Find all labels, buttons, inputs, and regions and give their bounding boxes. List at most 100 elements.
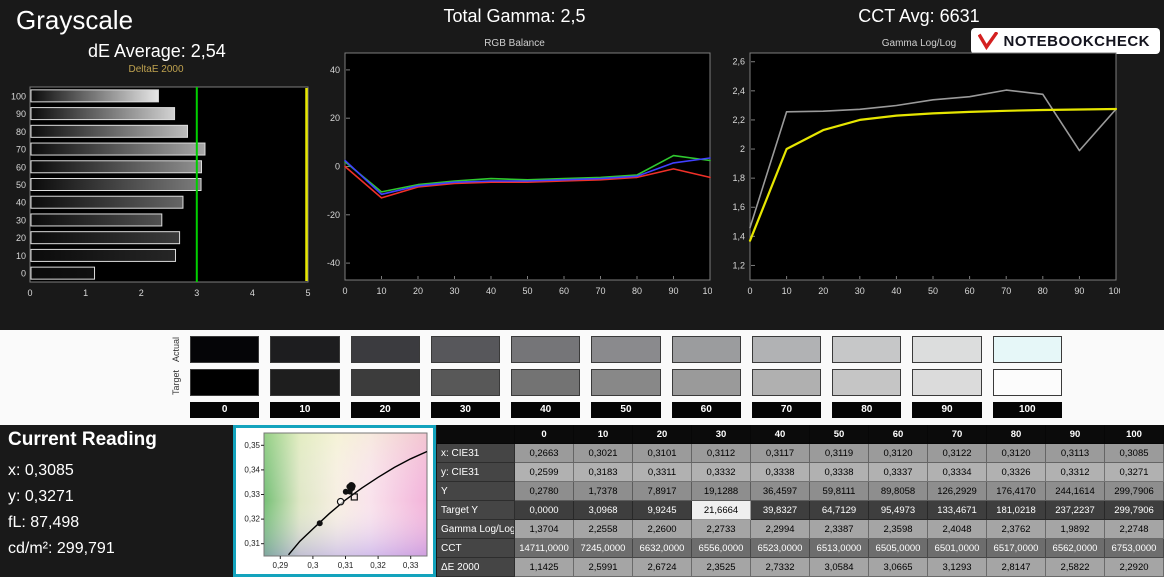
swatch-column-label: 50 — [591, 402, 661, 418]
table-row-label: ΔE 2000 — [437, 558, 515, 577]
table-cell: 0,3338 — [810, 463, 869, 482]
table-cell: 64,7129 — [810, 501, 869, 520]
selected-cell[interactable]: 21,6664 — [692, 501, 751, 520]
actual-swatch — [671, 336, 741, 363]
table-cell: 6501,0000 — [928, 539, 987, 558]
table-cell: 2,2748 — [1105, 520, 1164, 539]
table-row: x: CIE31 0,2663 0,3021 0,3101 0,3112 0,3117 0,… — [437, 444, 1164, 463]
gamma-chart-svg: 2,6 2,4 2,2 2 1,8 1,6 1,4 1,2 0 10 20 30 40 50 60 70 80 9… — [732, 52, 1120, 296]
target-swatch — [832, 369, 902, 396]
table-cell: 2,3525 — [692, 558, 751, 577]
table-column-header: 90 — [1046, 425, 1105, 444]
table-cell: 9,9245 — [633, 501, 692, 520]
table-cell: 0,3119 — [810, 444, 869, 463]
table-cell: 2,2600 — [633, 520, 692, 539]
actual-swatch — [912, 336, 982, 363]
table-cell: 0,3120 — [869, 444, 928, 463]
table-row-label: y: CIE31 — [437, 463, 515, 482]
table-row-label: Target Y — [437, 501, 515, 520]
table-column-header: 60 — [869, 425, 928, 444]
target-swatch — [591, 369, 661, 396]
svg-text:50: 50 — [16, 180, 26, 190]
svg-text:0,33: 0,33 — [244, 490, 260, 499]
svg-text:-20: -20 — [327, 210, 340, 220]
table-cell: 2,3598 — [869, 520, 928, 539]
svg-text:0,34: 0,34 — [244, 465, 260, 474]
current-reading-fl: fL: 87,498 — [8, 514, 80, 531]
svg-text:4: 4 — [250, 288, 255, 298]
table-cell: 6513,0000 — [810, 539, 869, 558]
svg-text:0,32: 0,32 — [244, 515, 260, 524]
swatch-column-label: 40 — [511, 402, 581, 418]
table-row: ΔE 2000 1,1425 2,5991 2,6724 2,3525 2,7332 3,0… — [437, 558, 1164, 577]
swatch-column-label: 60 — [671, 402, 741, 418]
table-cell: 6753,0000 — [1105, 539, 1164, 558]
readings-table: 0 10 20 30 40 50 60 70 80 90 100 x: CIE31 0,2663 0,30… — [437, 425, 1164, 577]
table-column-header: 80 — [987, 425, 1046, 444]
actual-row — [190, 336, 1062, 363]
current-reading-title: Current Reading — [8, 429, 157, 450]
table-cell: 0,3101 — [633, 444, 692, 463]
table-cell: 0,2780 — [515, 482, 574, 501]
table-row: Y 0,2780 1,7378 7,8917 19,1288 36,4597 59,8111… — [437, 482, 1164, 501]
target-row — [190, 369, 1062, 396]
actual-swatch — [591, 336, 661, 363]
swatch-column-label: 30 — [430, 402, 501, 418]
svg-text:90: 90 — [1074, 286, 1084, 296]
table-cell: 6632,0000 — [633, 539, 692, 558]
table-cell: 0,3183 — [574, 463, 633, 482]
svg-text:70: 70 — [595, 286, 605, 296]
table-cell: 1,9892 — [1046, 520, 1105, 539]
table-column-header: 0 — [515, 425, 574, 444]
table-row-label: CCT — [437, 539, 515, 558]
table-cell: 7,8917 — [633, 482, 692, 501]
strip-label-row: 0 10 20 30 40 50 60 70 80 90 100 — [190, 402, 1062, 418]
table-cell: 6562,0000 — [1046, 539, 1105, 558]
target-swatch — [511, 369, 581, 396]
svg-text:70: 70 — [1001, 286, 1011, 296]
svg-text:3: 3 — [194, 288, 199, 298]
table-cell: 1,7378 — [574, 482, 633, 501]
svg-text:60: 60 — [16, 162, 26, 172]
svg-text:100: 100 — [11, 91, 26, 101]
rgb-balance-chart-title: RGB Balance — [484, 38, 545, 49]
table-cell: 3,1293 — [928, 558, 987, 577]
svg-text:2: 2 — [139, 288, 144, 298]
table-cell: 36,4597 — [751, 482, 810, 501]
table-column-header: 50 — [810, 425, 869, 444]
table-cell: 59,8111 — [810, 482, 869, 501]
swatch-column-label: 0 — [190, 402, 260, 418]
svg-text:90: 90 — [668, 286, 678, 296]
target-swatch — [912, 369, 982, 396]
table-row: y: CIE31 0,2599 0,3183 0,3311 0,3332 0,3338 0,… — [437, 463, 1164, 482]
table-cell: 2,2558 — [574, 520, 633, 539]
svg-text:20: 20 — [16, 233, 26, 243]
table-cell: 2,2733 — [692, 520, 751, 539]
table-cell: 299,7906 — [1105, 482, 1164, 501]
table-header-row: 0 10 20 30 40 50 60 70 80 90 100 — [437, 425, 1164, 444]
gamma-chart-title: Gamma Log/Log — [881, 38, 957, 49]
table-cell: 6556,0000 — [692, 539, 751, 558]
deltae-chart-title: DeltaE 2000 — [128, 64, 184, 75]
svg-text:30: 30 — [449, 286, 459, 296]
swatch-column-label: 10 — [270, 402, 340, 418]
table-row: Gamma Log/Log 1,3704 2,2558 2,2600 2,2733 2,2… — [437, 520, 1164, 539]
svg-text:100: 100 — [1108, 286, 1120, 296]
bottom-panel: Current Reading x: 0,3085 y: 0,3271 fL: … — [0, 425, 1164, 577]
svg-text:2: 2 — [740, 144, 745, 154]
svg-text:0,29: 0,29 — [273, 561, 289, 570]
svg-text:10: 10 — [16, 251, 26, 261]
current-reading-panel: Current Reading x: 0,3085 y: 0,3271 fL: … — [8, 427, 157, 562]
current-reading-cd: cd/m²: 299,791 — [8, 540, 115, 557]
svg-text:50: 50 — [522, 286, 532, 296]
swatch-column-label: 90 — [912, 402, 982, 418]
page-title: Grayscale — [16, 5, 134, 35]
table-cell: 0,3122 — [928, 444, 987, 463]
svg-text:5: 5 — [305, 288, 310, 298]
actual-swatch — [350, 336, 420, 363]
svg-text:0,32: 0,32 — [370, 561, 386, 570]
target-swatch — [270, 369, 340, 396]
total-gamma-label: Total Gamma: 2,5 — [443, 6, 586, 26]
svg-text:40: 40 — [330, 65, 340, 75]
